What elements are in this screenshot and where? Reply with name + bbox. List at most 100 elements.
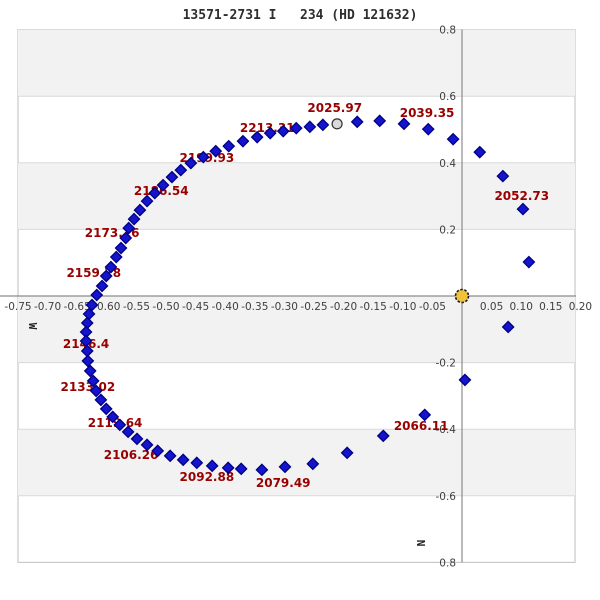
x-tick-label: 0.15 xyxy=(539,301,562,313)
orbit-point xyxy=(276,124,290,138)
x-tick-label: -0.15 xyxy=(360,301,387,313)
chart-title: 13571-2731 I 234 (HD 121632) xyxy=(182,8,418,23)
orbit-point xyxy=(263,126,277,140)
orbit-point xyxy=(340,446,354,460)
x-tick-label: -0.25 xyxy=(300,301,327,313)
orbit-point xyxy=(106,410,120,424)
orbit-point xyxy=(165,170,179,184)
orbit-point xyxy=(156,178,170,192)
x-tick-label: 0.05 xyxy=(480,301,503,313)
orbit-point xyxy=(89,384,103,398)
epoch-label: 2079.49 xyxy=(256,476,311,490)
gray-band xyxy=(18,429,575,496)
x-tick-label: 0.20 xyxy=(569,301,592,313)
orbit-point xyxy=(458,373,472,387)
epoch-label: 2133.02 xyxy=(61,380,116,394)
x-tick-label: -0.45 xyxy=(182,301,209,313)
orbit-point xyxy=(99,402,113,416)
orbit-point xyxy=(255,463,269,477)
orbit-point xyxy=(94,393,108,407)
y-tick-label: 0.8 xyxy=(439,557,456,569)
gray-band xyxy=(18,29,575,97)
orbit-point xyxy=(122,221,136,235)
x-tick-label: -0.30 xyxy=(271,301,298,313)
current-position-marker xyxy=(331,118,343,130)
orbit-point xyxy=(496,169,510,183)
epoch-label: 2066.11 xyxy=(394,419,449,433)
orbit-point xyxy=(148,186,162,200)
orbit-point xyxy=(83,364,97,378)
orbit-point xyxy=(99,269,113,283)
orbit-point xyxy=(522,255,536,269)
x-tick-label: -0.70 xyxy=(34,301,61,313)
orbit-point xyxy=(397,117,411,131)
orbit-point xyxy=(176,453,190,467)
y-tick-label: 0.4 xyxy=(439,158,456,170)
orbit-point xyxy=(350,115,364,129)
orbit-point xyxy=(473,145,487,159)
orbit-point xyxy=(306,457,320,471)
orbit-point xyxy=(95,279,109,293)
orbit-point xyxy=(140,194,154,208)
orbit-point xyxy=(278,460,292,474)
orbit-point xyxy=(86,374,100,388)
orbit-point xyxy=(516,202,530,216)
x-tick-label: -0.75 xyxy=(4,301,31,313)
y-tick-label: -0.4 xyxy=(436,424,457,436)
orbit-point xyxy=(85,298,99,312)
x-tick-label: -0.20 xyxy=(330,301,357,313)
x-tick-label: -0.10 xyxy=(389,301,416,313)
epoch-label: 2186.54 xyxy=(134,184,189,198)
orbit-point xyxy=(421,122,435,136)
epoch-label: 2039.35 xyxy=(400,106,455,120)
orbit-point xyxy=(140,438,154,452)
orbit-point xyxy=(209,144,223,158)
y-tick-label: -0.6 xyxy=(436,491,457,503)
orbit-point xyxy=(376,429,390,443)
orbit-point xyxy=(130,432,144,446)
orbit-point xyxy=(119,231,133,245)
west-axis-label: W xyxy=(26,323,39,330)
orbit-point xyxy=(113,418,127,432)
epoch-label: 2092.88 xyxy=(180,470,235,484)
y-tick-label: 0.6 xyxy=(439,91,456,103)
primary-star-marker xyxy=(454,288,470,304)
orbit-point xyxy=(373,114,387,128)
orbit-point xyxy=(163,449,177,463)
orbit-point xyxy=(109,250,123,264)
x-tick-label: -0.55 xyxy=(123,301,150,313)
orbit-point xyxy=(418,408,432,422)
orbit-point xyxy=(303,120,317,134)
orbit-point xyxy=(114,241,128,255)
orbit-point xyxy=(222,139,236,153)
x-tick-label: -0.65 xyxy=(64,301,91,313)
epoch-label: 2106.26 xyxy=(104,448,159,462)
gray-band xyxy=(18,162,575,230)
orbit-point xyxy=(81,354,95,368)
orbit-point xyxy=(250,130,264,144)
epoch-label: 2052.73 xyxy=(494,189,549,203)
orbit-point xyxy=(196,150,210,164)
orbit-point xyxy=(501,320,515,334)
y-tick-label: 0.2 xyxy=(439,224,456,236)
orbit-point xyxy=(316,118,330,132)
x-tick-label: -0.40 xyxy=(212,301,239,313)
orbit-point xyxy=(133,203,147,217)
x-tick-label: -0.60 xyxy=(93,301,120,313)
y-tick-label: 0.8 xyxy=(439,25,456,37)
orbit-point xyxy=(90,288,104,302)
orbit-point xyxy=(174,163,188,177)
gray-band xyxy=(18,296,575,363)
orbit-point xyxy=(289,121,303,135)
orbit-point xyxy=(127,212,141,226)
orbit-point xyxy=(121,425,135,439)
orbit-point xyxy=(205,459,219,473)
north-axis-label: N xyxy=(414,540,427,547)
orbit-point xyxy=(104,260,118,274)
orbit-point xyxy=(446,132,460,146)
orbit-point xyxy=(221,461,235,475)
orbit-point xyxy=(184,156,198,170)
x-tick-label: -0.35 xyxy=(241,301,268,313)
